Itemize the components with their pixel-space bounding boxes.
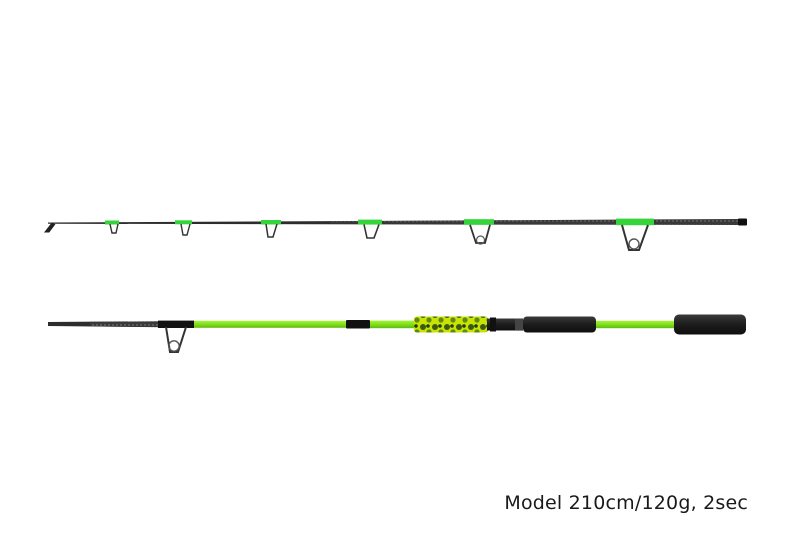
rod-tip-section [43,218,747,251]
hook-keeper [346,320,370,329]
guide-1 [105,220,119,234]
lime-blank-mid [370,320,414,329]
guide-4 [358,219,382,239]
tip-top-guide [43,222,56,233]
guide-3 [261,220,281,238]
guide-2 [175,220,192,236]
lime-blank-lower [596,320,676,329]
guide-5 [464,219,494,245]
guide-6 [616,218,654,251]
butt-guide [158,320,194,353]
model-caption: Model 210cm/120g, 2sec [504,492,748,514]
rod-butt-section [48,314,746,353]
tip-ferrule-end [738,218,747,226]
lime-blank-upper [194,320,346,328]
reel-seat [487,317,523,332]
rear-grip [523,316,596,333]
camo-foregrip [414,316,488,333]
butt-grip [674,314,746,335]
